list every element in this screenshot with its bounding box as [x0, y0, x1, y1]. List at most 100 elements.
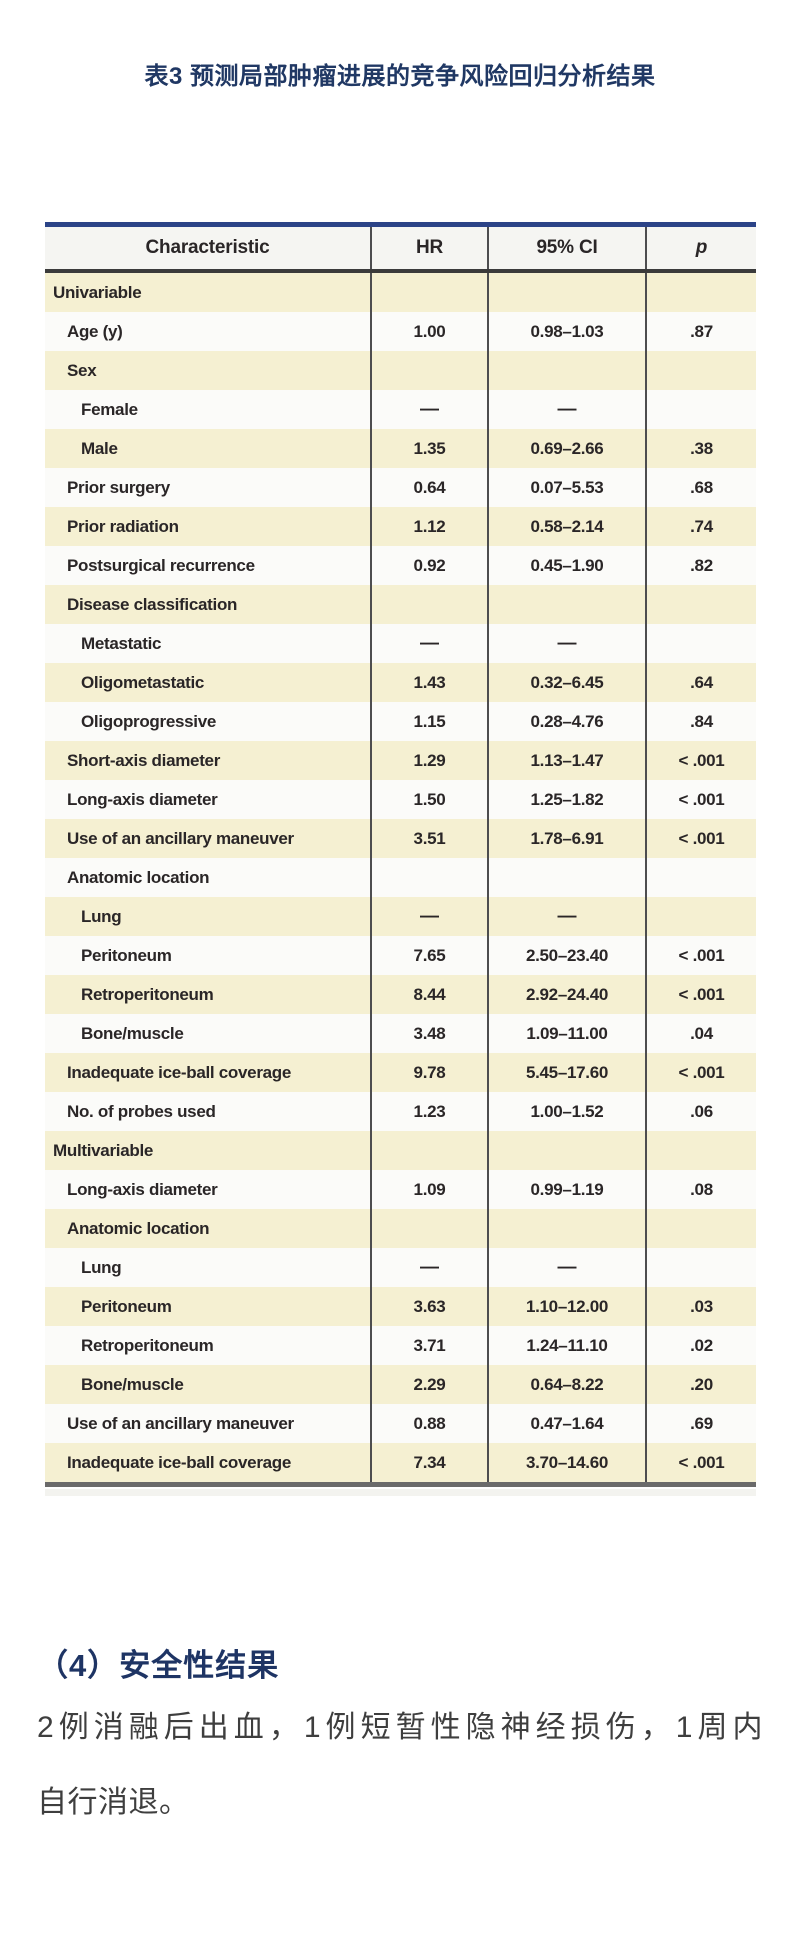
- p-cell: [645, 351, 756, 390]
- characteristic-cell: Anatomic location: [67, 867, 210, 887]
- p-cell: [645, 1131, 756, 1170]
- ci-cell: 1.25–1.82: [487, 780, 646, 819]
- hr-cell: 1.35: [370, 429, 488, 468]
- characteristic-cell: Prior surgery: [67, 477, 170, 497]
- table-row: Bone/muscle 3.48 1.09–11.00.04: [45, 1014, 756, 1053]
- ci-cell: 0.58–2.14: [487, 507, 646, 546]
- table-row: Lung — —: [45, 1248, 756, 1287]
- table-row: Short-axis diameter 1.29 1.13–1.47 < .001: [45, 741, 756, 780]
- hr-cell: 0.92: [370, 546, 488, 585]
- characteristic-cell: Univariable: [53, 282, 142, 302]
- hr-cell: [370, 585, 488, 624]
- characteristic-cell: Retroperitoneum: [81, 984, 214, 1004]
- ci-cell: [487, 1209, 646, 1248]
- table-row: Disease classification: [45, 585, 756, 624]
- ci-cell: —: [487, 897, 646, 936]
- table-row: Peritoneum 3.63 1.10–12.00.03: [45, 1287, 756, 1326]
- p-cell: .04: [645, 1014, 756, 1053]
- characteristic-cell: Lung: [81, 1257, 122, 1277]
- table-row: Use of an ancillary maneuver 3.51 1.78–6.9…: [45, 819, 756, 858]
- ci-cell: 1.13–1.47: [487, 741, 646, 780]
- table-row: Lung — —: [45, 897, 756, 936]
- table-row: Retroperitoneum 3.71 1.24–11.10.02: [45, 1326, 756, 1365]
- characteristic-cell: Age (y): [67, 321, 123, 341]
- hr-cell: [370, 351, 488, 390]
- p-cell: .69: [645, 1404, 756, 1443]
- cutoff-next-element: [45, 1489, 756, 1496]
- p-cell: [645, 1209, 756, 1248]
- p-cell: .87: [645, 312, 756, 351]
- p-cell: .20: [645, 1365, 756, 1404]
- hr-cell: 1.00: [370, 312, 488, 351]
- p-cell: .84: [645, 702, 756, 741]
- ci-cell: 0.47–1.64: [487, 1404, 646, 1443]
- characteristic-cell: Use of an ancillary maneuver: [67, 828, 294, 848]
- p-cell: < .001: [645, 741, 756, 780]
- hr-cell: 1.23: [370, 1092, 488, 1131]
- p-cell: < .001: [645, 1443, 756, 1485]
- col-header-p: p: [645, 224, 756, 273]
- characteristic-cell: Lung: [81, 906, 122, 926]
- ci-cell: 1.24–11.10: [487, 1326, 646, 1365]
- col-header-hr: HR: [370, 224, 488, 273]
- characteristic-cell: Retroperitoneum: [81, 1335, 214, 1355]
- paragraph-line-2: 自行消退。: [37, 1786, 190, 1819]
- ci-cell: [487, 858, 646, 897]
- paragraph-line-1: 2例消融后出血，1例短暂性隐神经损伤，1周内: [37, 1711, 763, 1744]
- table-row: Prior radiation 1.12 0.58–2.14.74: [45, 507, 756, 546]
- p-cell: [645, 390, 756, 429]
- table-row: Oligometastatic 1.43 0.32–6.45.64: [45, 663, 756, 702]
- characteristic-cell: Metastatic: [81, 633, 162, 653]
- hr-cell: 3.71: [370, 1326, 488, 1365]
- table-row: Oligoprogressive 1.15 0.28–4.76.84: [45, 702, 756, 741]
- ci-cell: 0.07–5.53: [487, 468, 646, 507]
- ci-cell: 5.45–17.60: [487, 1053, 646, 1092]
- p-cell: [645, 624, 756, 663]
- table-row: Metastatic — —: [45, 624, 756, 663]
- table-row: No. of probes used 1.23 1.00–1.52.06: [45, 1092, 756, 1131]
- table-row: Inadequate ice-ball coverage 7.34 3.70–14.…: [45, 1443, 756, 1485]
- hr-cell: 2.29: [370, 1365, 488, 1404]
- ci-cell: 0.32–6.45: [487, 663, 646, 702]
- characteristic-cell: Inadequate ice-ball coverage: [67, 1452, 292, 1472]
- hr-cell: 3.63: [370, 1287, 488, 1326]
- hr-cell: 0.64: [370, 468, 488, 507]
- hr-cell: 1.50: [370, 780, 488, 819]
- p-cell: .38: [645, 429, 756, 468]
- hr-cell: [370, 858, 488, 897]
- ci-cell: [487, 351, 646, 390]
- hr-cell: 1.15: [370, 702, 488, 741]
- p-cell: [645, 1248, 756, 1287]
- characteristic-cell: Male: [81, 438, 118, 458]
- characteristic-cell: Peritoneum: [81, 1296, 172, 1316]
- ci-cell: 3.70–14.60: [487, 1443, 646, 1485]
- hr-cell: —: [370, 1248, 488, 1287]
- hr-cell: 7.65: [370, 936, 488, 975]
- ci-cell: 2.92–24.40: [487, 975, 646, 1014]
- p-cell: .03: [645, 1287, 756, 1326]
- p-cell: [645, 585, 756, 624]
- p-cell: .08: [645, 1170, 756, 1209]
- p-cell: .06: [645, 1092, 756, 1131]
- ci-cell: 0.99–1.19: [487, 1170, 646, 1209]
- hr-cell: [370, 271, 488, 312]
- characteristic-cell: Short-axis diameter: [67, 750, 221, 770]
- characteristic-cell: Prior radiation: [67, 516, 179, 536]
- characteristic-cell: Sex: [67, 360, 97, 380]
- characteristic-cell: Disease classification: [67, 594, 238, 614]
- table-row: Sex: [45, 351, 756, 390]
- ci-cell: 0.98–1.03: [487, 312, 646, 351]
- ci-cell: 1.10–12.00: [487, 1287, 646, 1326]
- table-row: Age (y) 1.00 0.98–1.03.87: [45, 312, 756, 351]
- body-paragraph: 2例消融后出血，1例短暂性隐神经损伤，1周内 自行消退。: [37, 1712, 763, 1862]
- p-cell: < .001: [645, 1053, 756, 1092]
- ci-cell: —: [487, 390, 646, 429]
- hr-cell: 7.34: [370, 1443, 488, 1485]
- p-cell: < .001: [645, 936, 756, 975]
- ci-cell: —: [487, 624, 646, 663]
- p-cell: [645, 271, 756, 312]
- hr-cell: 0.88: [370, 1404, 488, 1443]
- table-row: Anatomic location: [45, 858, 756, 897]
- p-cell: .82: [645, 546, 756, 585]
- characteristic-cell: No. of probes used: [67, 1101, 216, 1121]
